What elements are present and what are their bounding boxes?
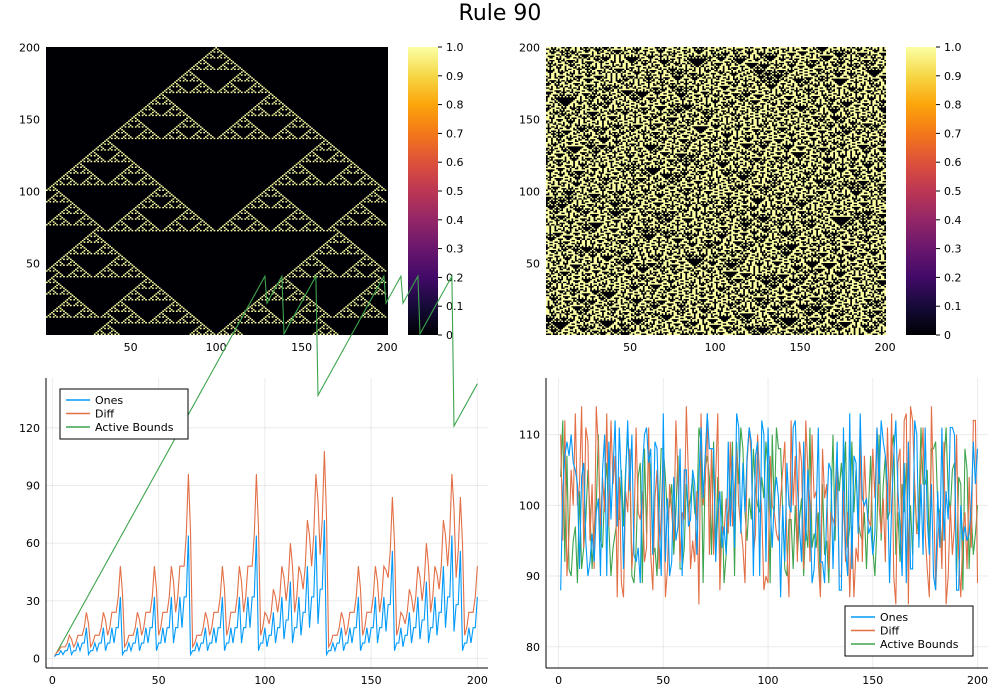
heatmap-random-cells: [546, 47, 886, 335]
lines-single-ytick-label: 90: [26, 480, 40, 493]
lines-single-ytick-label: 30: [26, 595, 40, 608]
lines-single-ytick-label: 0: [33, 652, 40, 665]
heatmap-single-colorbar-label: 1.0: [446, 41, 464, 54]
heatmap-random-colorbar-label: 0.9: [944, 70, 962, 83]
heatmap-single-xtick-label: 200: [377, 341, 398, 354]
heatmap-single-colorbar-label: 0: [446, 329, 453, 342]
heatmap-single-colorbar-label: 0.6: [446, 156, 464, 169]
heatmap-random-colorbar-label: 0.4: [944, 214, 962, 227]
heatmap-single-colorbar: [408, 47, 438, 335]
heatmap-single-colorbar-label: 0.8: [446, 99, 464, 112]
lines-random-xtick-label: 200: [967, 674, 988, 687]
lines-random-ytick-label: 80: [526, 641, 540, 654]
lines-single-xtick-label: 200: [467, 674, 488, 687]
heatmap-single-colorbar-label: 0.7: [446, 127, 464, 140]
heatmap-panel-random-seed: 50 100 150 200 50 100 150 200 0 0.1 0.2 0.3 0.4 0.5 0.…: [519, 41, 962, 354]
lines-random-legend-label: Diff: [880, 625, 900, 638]
heatmap-random-ytick-label: 100: [519, 186, 540, 199]
lines-single-xtick-label: 150: [361, 674, 382, 687]
heatmap-single-ytick-label: 50: [26, 258, 40, 271]
heatmap-panel-single-seed: 50 100 150 200 50 100 150 200 0 0.1 0.2 0.3 0.4 0.5 0.…: [19, 41, 464, 354]
heatmap-single-colorbar-label: 0.5: [446, 185, 464, 198]
page-title: Rule 90: [458, 1, 542, 26]
heatmap-random-colorbar-label: 0.7: [944, 127, 962, 140]
lines-single-ytick-label: 60: [26, 537, 40, 550]
heatmap-single-ytick-label: 150: [19, 114, 40, 127]
lines-single-legend-label: Diff: [95, 408, 115, 421]
heatmap-single-xtick-label: 50: [124, 341, 138, 354]
lines-random-xtick-label: 100: [758, 674, 779, 687]
lines-single-legend-label: Ones: [95, 394, 123, 407]
lines-random-ytick-label: 90: [526, 570, 540, 583]
heatmap-single-colorbar-label: 0.9: [446, 70, 464, 83]
heatmap-single-ytick-label: 200: [19, 42, 40, 55]
heatmap-single-background: [46, 47, 388, 335]
heatmap-single-xtick-label: 150: [291, 341, 312, 354]
heatmap-single-cells: [46, 47, 387, 335]
heatmap-random-ytick-label: 200: [519, 42, 540, 55]
lines-random-ytick-label: 100: [519, 499, 540, 512]
heatmap-random-colorbar-label: 0.2: [944, 271, 962, 284]
heatmap-random-xtick-label: 50: [623, 341, 637, 354]
lines-random-xtick-label: 150: [862, 674, 883, 687]
lines-random-legend-label: Ones: [880, 611, 908, 624]
heatmap-random-xtick-label: 150: [790, 341, 811, 354]
heatmap-random-xtick-label: 100: [705, 341, 726, 354]
heatmap-random-ytick-label: 50: [526, 258, 540, 271]
lines-random-xtick-label: 50: [656, 674, 670, 687]
heatmap-random-colorbar-label: 0.6: [944, 156, 962, 169]
lines-single-ytick-label: 120: [19, 422, 40, 435]
heatmap-single-colorbar-label: 0.4: [446, 214, 464, 227]
lines-single-xtick-label: 100: [254, 674, 275, 687]
heatmap-random-colorbar-label: 0.5: [944, 185, 962, 198]
heatmap-random-colorbar-label: 0: [944, 329, 951, 342]
heatmap-random-colorbar-label: 0.8: [944, 99, 962, 112]
lines-random-ytick-label: 110: [519, 429, 540, 442]
heatmap-random-ytick-label: 150: [519, 114, 540, 127]
heatmap-single-colorbar-label: 0.1: [446, 300, 464, 313]
lines-random-legend-label: Active Bounds: [880, 638, 959, 651]
heatmap-single-colorbar-label: 0.2: [446, 271, 464, 284]
heatmap-random-colorbar-label: 0.3: [944, 243, 962, 256]
lines-random-xtick-label: 0: [555, 674, 562, 687]
heatmap-single-colorbar-label: 0.3: [446, 243, 464, 256]
lines-single-xtick-label: 0: [49, 674, 56, 687]
lines-single-xtick-label: 50: [152, 674, 166, 687]
heatmap-random-colorbar-label: 1.0: [944, 41, 962, 54]
heatmap-single-xtick-label: 100: [206, 341, 227, 354]
heatmap-random-colorbar-label: 0.1: [944, 300, 962, 313]
lines-single-series-active-bounds: [54, 274, 478, 657]
heatmap-random-xtick-label: 200: [875, 341, 896, 354]
lines-random-series-ones: [560, 413, 979, 598]
lines-single-series-diff: [54, 450, 478, 657]
lines-single-legend-label: Active Bounds: [95, 421, 174, 434]
heatmap-random-colorbar: [906, 47, 936, 335]
lines-single-series-ones: [54, 520, 478, 657]
heatmap-single-ytick-label: 100: [19, 186, 40, 199]
